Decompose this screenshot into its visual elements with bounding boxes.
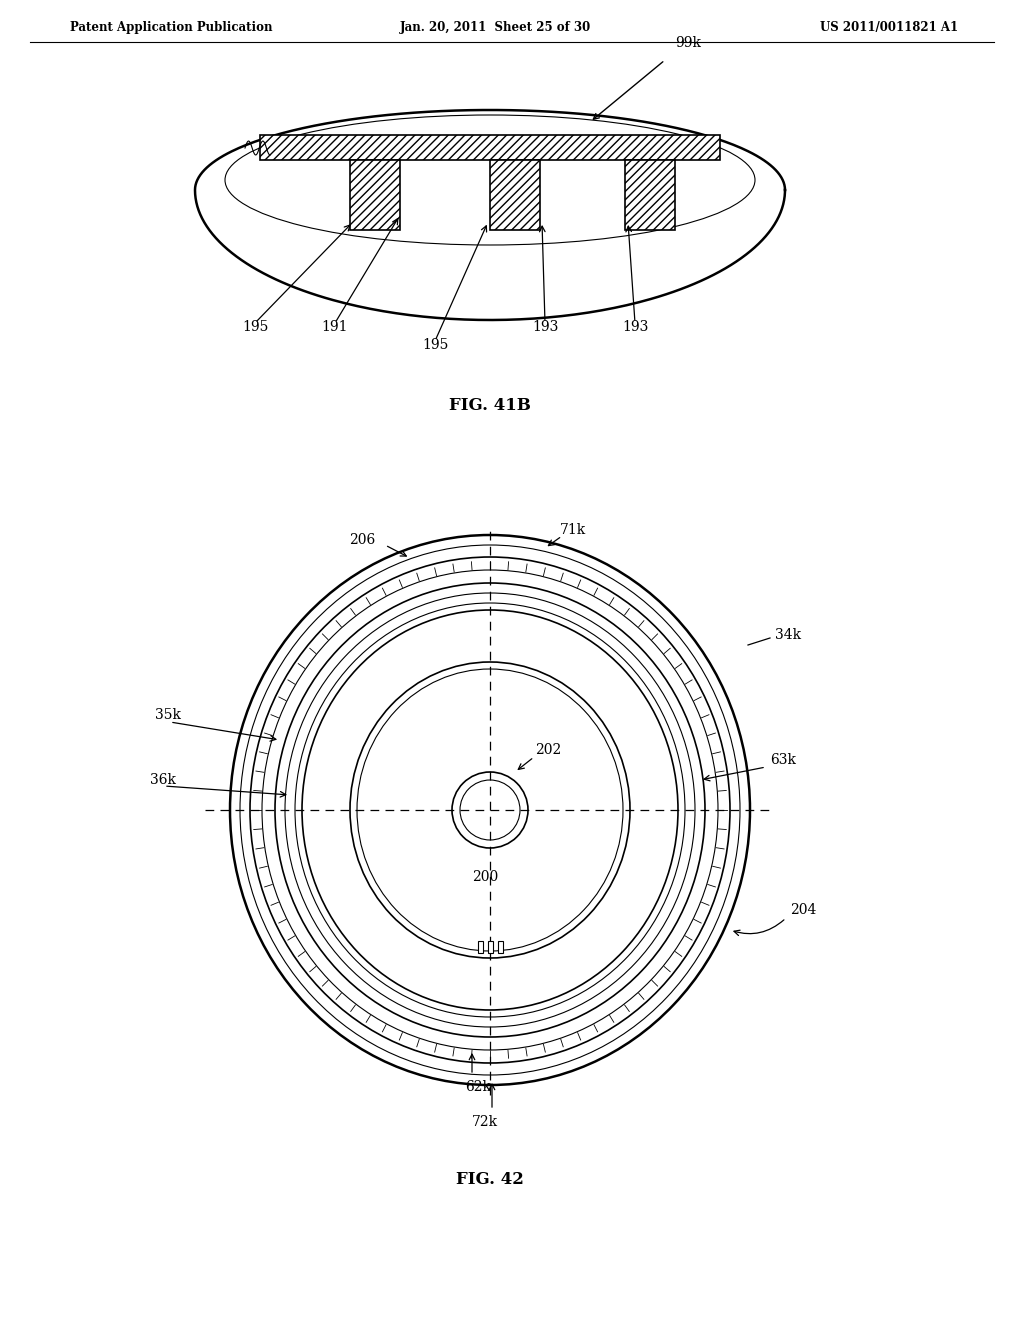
Bar: [478, 941, 483, 953]
Text: US 2011/0011821 A1: US 2011/0011821 A1: [820, 21, 958, 34]
Text: 206: 206: [349, 533, 375, 546]
Text: 200: 200: [472, 870, 498, 884]
Text: 193: 193: [622, 319, 648, 334]
Bar: [488, 941, 493, 953]
Bar: [260, 135, 720, 160]
Text: 202: 202: [535, 743, 561, 756]
Text: 195: 195: [242, 319, 268, 334]
Text: 72k: 72k: [472, 1115, 498, 1129]
Text: 193: 193: [531, 319, 558, 334]
Text: 35k: 35k: [155, 708, 181, 722]
Text: 191: 191: [322, 319, 348, 334]
Bar: [490, 160, 540, 230]
Text: Patent Application Publication: Patent Application Publication: [70, 21, 272, 34]
Text: 99k: 99k: [675, 36, 701, 50]
Bar: [625, 160, 675, 230]
Text: 36k: 36k: [150, 774, 176, 787]
Text: 62k: 62k: [465, 1080, 490, 1094]
Text: FIG. 41B: FIG. 41B: [450, 396, 530, 413]
Bar: [260, 135, 720, 160]
Text: 204: 204: [790, 903, 816, 917]
Text: Jan. 20, 2011  Sheet 25 of 30: Jan. 20, 2011 Sheet 25 of 30: [400, 21, 591, 34]
Text: 34k: 34k: [775, 628, 801, 642]
Bar: [498, 941, 503, 953]
Text: FIG. 42: FIG. 42: [456, 1172, 524, 1188]
Bar: [350, 160, 400, 230]
Text: 63k: 63k: [770, 752, 796, 767]
Text: 195: 195: [422, 338, 449, 352]
Text: 71k: 71k: [560, 523, 587, 537]
